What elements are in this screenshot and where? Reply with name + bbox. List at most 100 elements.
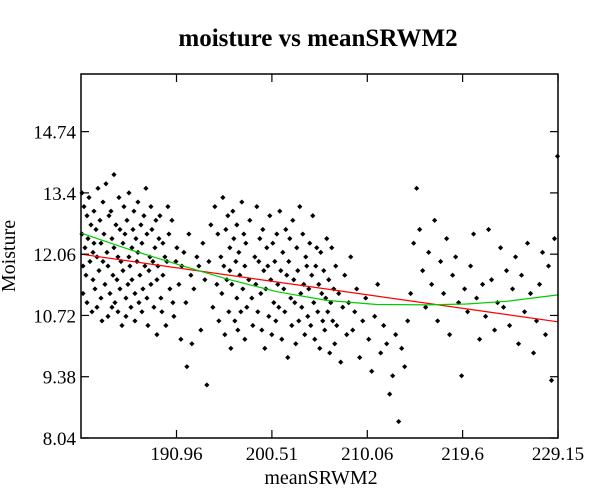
data-point [329,245,335,251]
data-point [438,258,444,265]
data-point [420,268,426,274]
data-point [530,350,537,356]
data-point [148,281,154,287]
data-point [101,231,107,237]
data-point [243,240,249,246]
data-point [527,290,534,297]
data-point [515,341,522,347]
data-point [336,290,342,297]
data-point [122,231,128,237]
data-point [302,332,308,338]
data-point [411,240,417,246]
data-point [293,341,299,347]
data-point [91,240,97,246]
data-point [300,231,306,237]
data-point [140,286,146,292]
data-point [160,240,166,246]
data-point [132,290,138,297]
data-point [115,309,121,315]
data-point [158,295,164,301]
data-point [112,300,118,306]
data-point [90,249,96,255]
data-point [313,263,319,269]
data-point [338,359,344,365]
data-point [154,332,160,338]
data-point [296,318,302,324]
data-point [159,309,165,315]
data-point [82,245,88,251]
data-point [231,236,237,242]
data-point [104,249,110,255]
data-point [426,249,432,255]
data-point [127,263,133,269]
data-point [102,281,108,287]
data-point [312,336,318,342]
data-point [83,272,89,278]
data-point [330,318,336,324]
data-point [153,217,159,223]
data-point [215,231,221,237]
data-point [87,258,93,265]
data-point [249,295,255,301]
data-points [79,153,561,425]
data-point [133,236,139,242]
data-point [166,231,172,237]
data-point [536,281,543,287]
data-point [224,277,230,283]
data-point [178,336,184,342]
data-point [163,322,169,329]
data-point [316,281,322,287]
data-point [188,272,194,278]
data-point [444,236,450,242]
data-point [381,322,387,329]
data-point [258,290,264,297]
data-point [497,245,504,251]
data-point [503,268,510,274]
data-point [126,190,132,196]
data-point [315,309,321,315]
data-point [98,240,104,246]
data-point [289,322,295,329]
data-point [219,290,225,297]
data-point [198,327,204,333]
data-point [123,295,129,301]
data-point [162,254,168,260]
data-point [181,249,187,255]
data-point [354,286,360,292]
data-point [284,272,290,278]
data-point [103,181,109,187]
data-point [152,245,158,251]
data-point [117,286,123,292]
data-point [237,272,243,278]
data-point [244,304,250,310]
data-point [476,336,483,342]
data-point [171,313,177,319]
data-point [117,226,123,233]
data-point [321,268,327,274]
data-point [275,281,281,287]
data-point [85,236,91,242]
data-point [143,185,149,191]
data-point [150,258,156,265]
data-point [307,240,313,246]
data-point [116,194,122,201]
data-point [108,208,114,214]
data-point [125,281,131,287]
data-point [120,268,126,274]
data-point [94,304,100,310]
data-point [290,217,296,223]
data-point [352,309,358,315]
data-point [136,300,142,306]
data-point [137,272,143,278]
data-point [138,222,144,228]
data-point [148,204,154,210]
data-point [344,332,350,338]
data-point [299,304,305,310]
data-point [100,258,106,265]
data-point [292,300,298,306]
data-point [305,313,311,319]
data-point [99,318,105,324]
data-point [170,300,176,306]
data-point [121,204,127,210]
data-point [277,208,283,214]
